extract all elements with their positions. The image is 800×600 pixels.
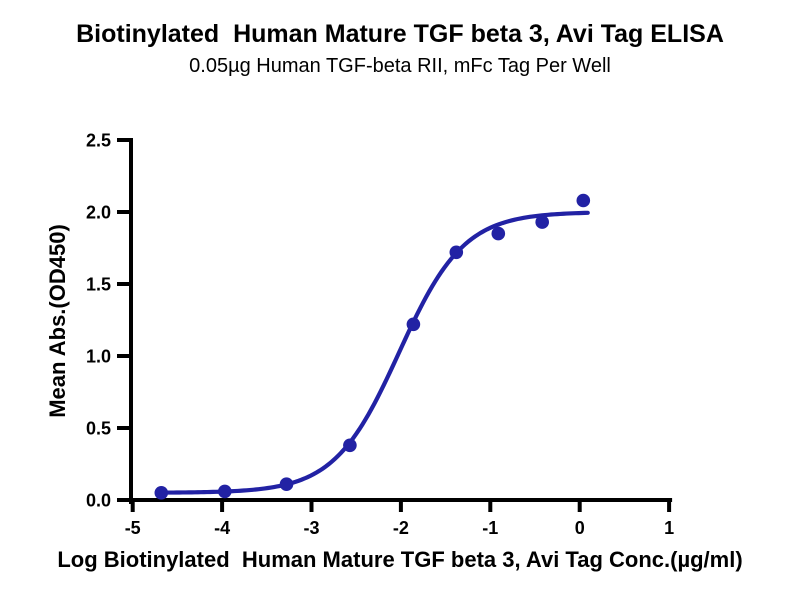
x-tick-label: -1 — [482, 518, 498, 538]
y-tick-label: 0.0 — [86, 491, 111, 511]
chart-subtitle: 0.05µg Human TGF-beta RII, mFc Tag Per W… — [189, 55, 611, 77]
y-tick-label: 2.5 — [86, 131, 111, 151]
y-axis-line — [129, 138, 133, 504]
y-tick — [117, 138, 129, 142]
y-tick — [117, 354, 129, 358]
x-axis-line — [129, 498, 673, 502]
axes — [117, 138, 673, 512]
data-point-marker — [535, 215, 549, 229]
data-point-marker — [576, 193, 591, 208]
y-tick — [117, 426, 129, 430]
data-point-marker — [406, 317, 421, 332]
data-point-marker — [279, 477, 294, 492]
x-tick — [398, 502, 403, 512]
y-tick — [117, 498, 129, 502]
x-axis-label: Log Biotinylated Human Mature TGF beta 3… — [57, 547, 743, 572]
data-points — [154, 193, 591, 500]
x-tick — [220, 502, 225, 512]
y-tick-label: 1.0 — [86, 347, 111, 367]
y-tick — [117, 282, 129, 286]
x-tick-label: -3 — [303, 518, 319, 538]
fit-curve — [159, 210, 590, 495]
tick-labels: -5 -4 -3 -2 -1 0 1 0.0 0.5 1.0 1.5 2.0 2.5 — [86, 131, 674, 539]
x-tick — [667, 502, 672, 512]
x-tick-label: -2 — [393, 518, 409, 538]
x-tick — [130, 502, 135, 512]
x-tick-label: -5 — [125, 518, 141, 538]
data-point-marker — [449, 245, 464, 260]
y-tick — [117, 210, 129, 214]
x-tick — [577, 502, 582, 512]
y-tick-label: 1.5 — [86, 275, 111, 295]
x-tick-label: 0 — [575, 518, 585, 538]
x-tick-label: 1 — [664, 518, 674, 538]
y-tick-label: 0.5 — [86, 419, 111, 439]
data-point-marker — [343, 438, 357, 453]
x-tick — [488, 502, 493, 512]
y-tick-label: 2.0 — [86, 203, 111, 223]
chart-title: Biotinylated Human Mature TGF beta 3, Av… — [76, 20, 724, 48]
x-tick-label: -4 — [214, 518, 230, 538]
data-point-marker — [491, 226, 506, 241]
x-tick — [309, 502, 314, 512]
sigmoid-fit-path — [159, 210, 590, 495]
data-point-marker — [154, 486, 169, 500]
data-point-marker — [218, 484, 232, 499]
